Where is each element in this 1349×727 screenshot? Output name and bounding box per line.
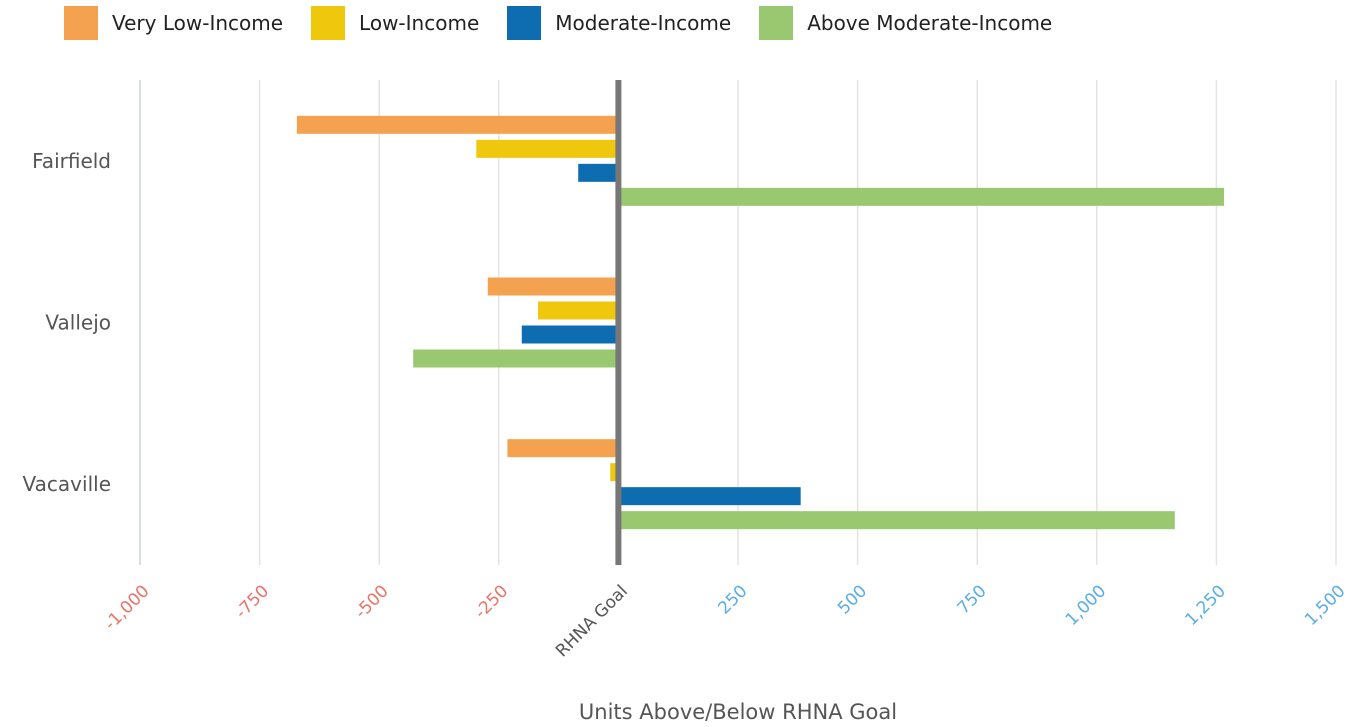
x-tick-label: 500 xyxy=(834,581,871,618)
bar-moderate-income-vacaville xyxy=(618,487,801,506)
legend-swatch-above-moderate-income xyxy=(759,6,794,40)
legend-label-moderate-income: Moderate-Income xyxy=(555,11,732,35)
bar-low-income-vacaville xyxy=(610,463,619,482)
legend-swatch-low-income xyxy=(311,6,346,40)
legend-item-low-income: Low-Income xyxy=(311,6,479,40)
bar-very-low-income-vallejo xyxy=(487,277,619,296)
x-tick-label: 1,250 xyxy=(1181,581,1230,630)
x-tick-label: -500 xyxy=(351,581,392,622)
legend-swatch-very-low-income xyxy=(64,6,98,40)
category-label: Vallejo xyxy=(45,311,111,335)
legend-item-very-low-income: Very Low-Income xyxy=(64,6,283,40)
chart-legend: Very Low-Income Low-Income Moderate-Inco… xyxy=(64,6,1080,40)
x-tick-label: RHNA Goal xyxy=(552,581,632,661)
x-tick-label: 750 xyxy=(954,581,991,618)
legend-item-above-moderate-income: Above Moderate-Income xyxy=(759,6,1052,40)
bar-above-moderate-income-fairfield xyxy=(618,187,1225,206)
bar-above-moderate-income-vallejo xyxy=(413,349,619,368)
x-tick-label: -1,000 xyxy=(101,581,154,634)
legend-label-above-moderate-income: Above Moderate-Income xyxy=(807,11,1053,35)
legend-label-very-low-income: Very Low-Income xyxy=(112,11,284,35)
bar-above-moderate-income-vacaville xyxy=(618,511,1175,530)
legend-label-low-income: Low-Income xyxy=(359,11,480,35)
bar-very-low-income-vacaville xyxy=(507,439,619,458)
bar-low-income-fairfield xyxy=(476,139,619,158)
legend-item-moderate-income: Moderate-Income xyxy=(507,6,731,40)
x-tick-label: 250 xyxy=(714,581,751,618)
bar-moderate-income-fairfield xyxy=(578,163,619,182)
x-tick-label: -750 xyxy=(232,581,273,622)
bar-low-income-vallejo xyxy=(538,301,619,320)
x-tick-label: 1,000 xyxy=(1062,581,1111,630)
legend-swatch-moderate-income xyxy=(507,6,542,40)
bar-moderate-income-vallejo xyxy=(521,325,619,344)
x-axis-title: Units Above/Below RHNA Goal xyxy=(579,700,897,724)
x-tick-label: 1,500 xyxy=(1301,581,1349,630)
category-label: Vacaville xyxy=(23,472,111,496)
category-label: Fairfield xyxy=(32,149,111,173)
bar-very-low-income-fairfield xyxy=(296,115,619,134)
x-tick-label: -250 xyxy=(471,581,512,622)
